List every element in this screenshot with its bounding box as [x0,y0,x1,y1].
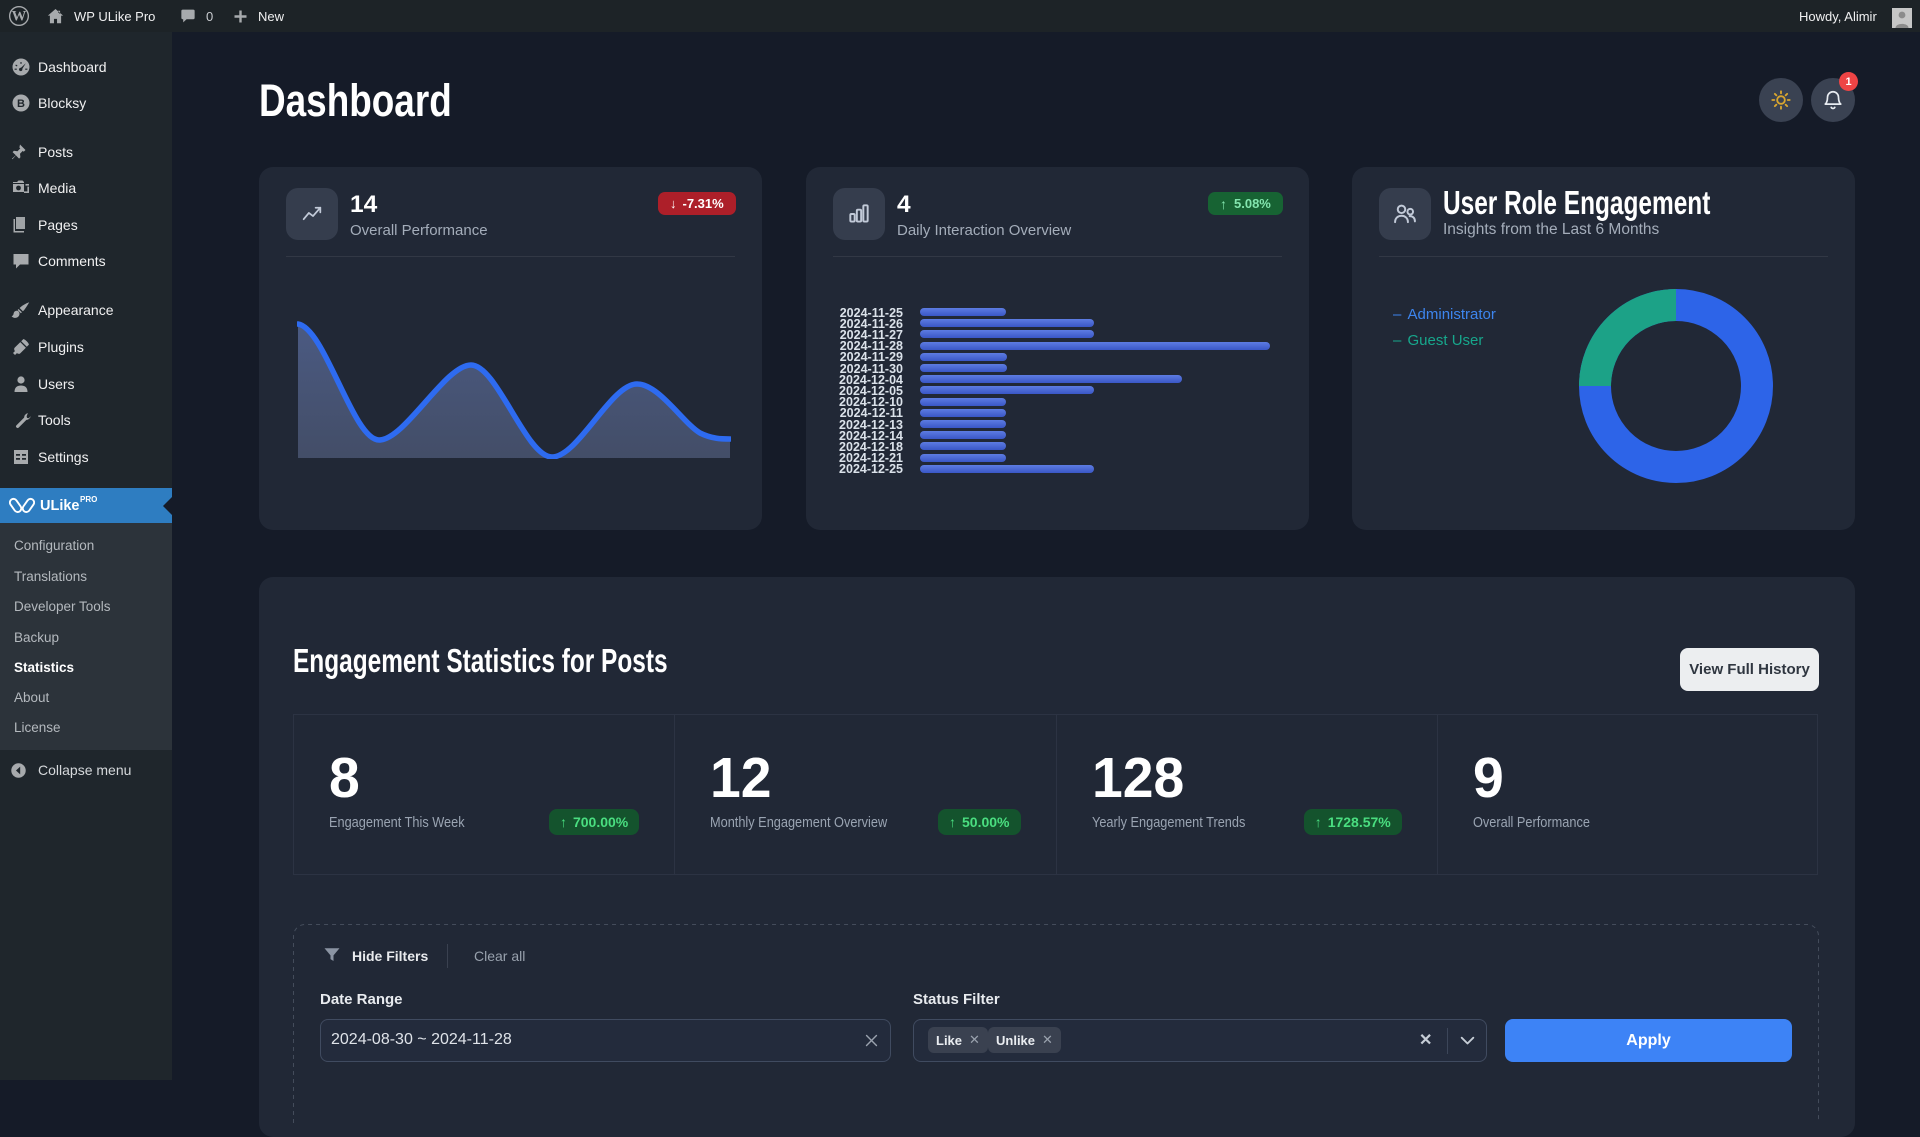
svg-text:W: W [12,8,27,24]
svg-text:B: B [17,98,25,110]
